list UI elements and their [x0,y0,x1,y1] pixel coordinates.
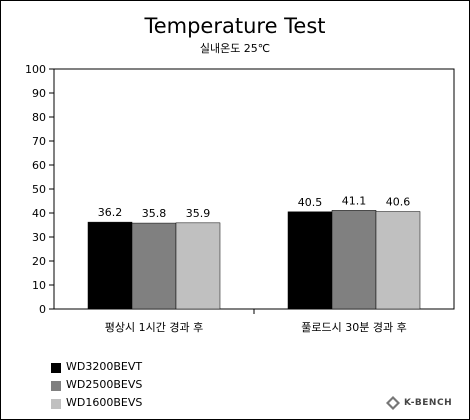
kbench-logo-text: K-BENCH [404,398,453,408]
data-label: 41.1 [342,194,367,207]
bar [331,210,377,310]
data-label: 35.8 [142,207,167,220]
bars: 36.2 35.8 35.9 40.5 41.1 40.6 [87,194,421,310]
kbench-logo-icon [386,396,400,410]
y-tick-label: 50 [32,183,46,196]
y-tick-label: 60 [32,159,46,172]
legend-swatch [51,381,61,391]
y-tick-label: 10 [32,279,46,292]
x-category-label: 평상시 1시간 경과 후 [105,321,203,334]
bar [175,222,221,310]
legend-swatch [51,399,61,409]
y-tick-label: 70 [32,135,46,148]
legend-label: WD3200BEVT [66,360,143,373]
legend-label: WD2500BEVS [66,378,143,391]
chart-subtitle: 실내온도 25℃ [199,42,271,55]
y-tick-label: 90 [32,87,46,100]
data-label: 35.9 [186,207,211,220]
bar [375,211,421,310]
y-tick-label: 30 [32,231,46,244]
x-axis: 평상시 1시간 경과 후 풀로드시 30분 경과 후 [105,309,407,334]
chart-title: Temperature Test [144,14,326,38]
legend-swatch [51,363,61,373]
y-tick-label: 80 [32,111,46,124]
legend-label: WD1600BEVS [66,396,143,409]
bar [131,222,177,310]
y-axis: 0 10 20 30 40 50 60 70 80 90 100 [25,63,54,316]
kbench-logo: K-BENCH [386,394,460,412]
bar [87,221,133,310]
y-tick-label: 100 [25,63,46,76]
y-tick-label: 20 [32,255,46,268]
y-tick-label: 0 [39,303,46,316]
data-label: 36.2 [98,206,123,219]
data-label: 40.6 [386,196,411,209]
y-tick-label: 40 [32,207,46,220]
bar [287,211,333,310]
x-category-label: 풀로드시 30분 경과 후 [301,321,406,334]
data-label: 40.5 [298,196,323,209]
